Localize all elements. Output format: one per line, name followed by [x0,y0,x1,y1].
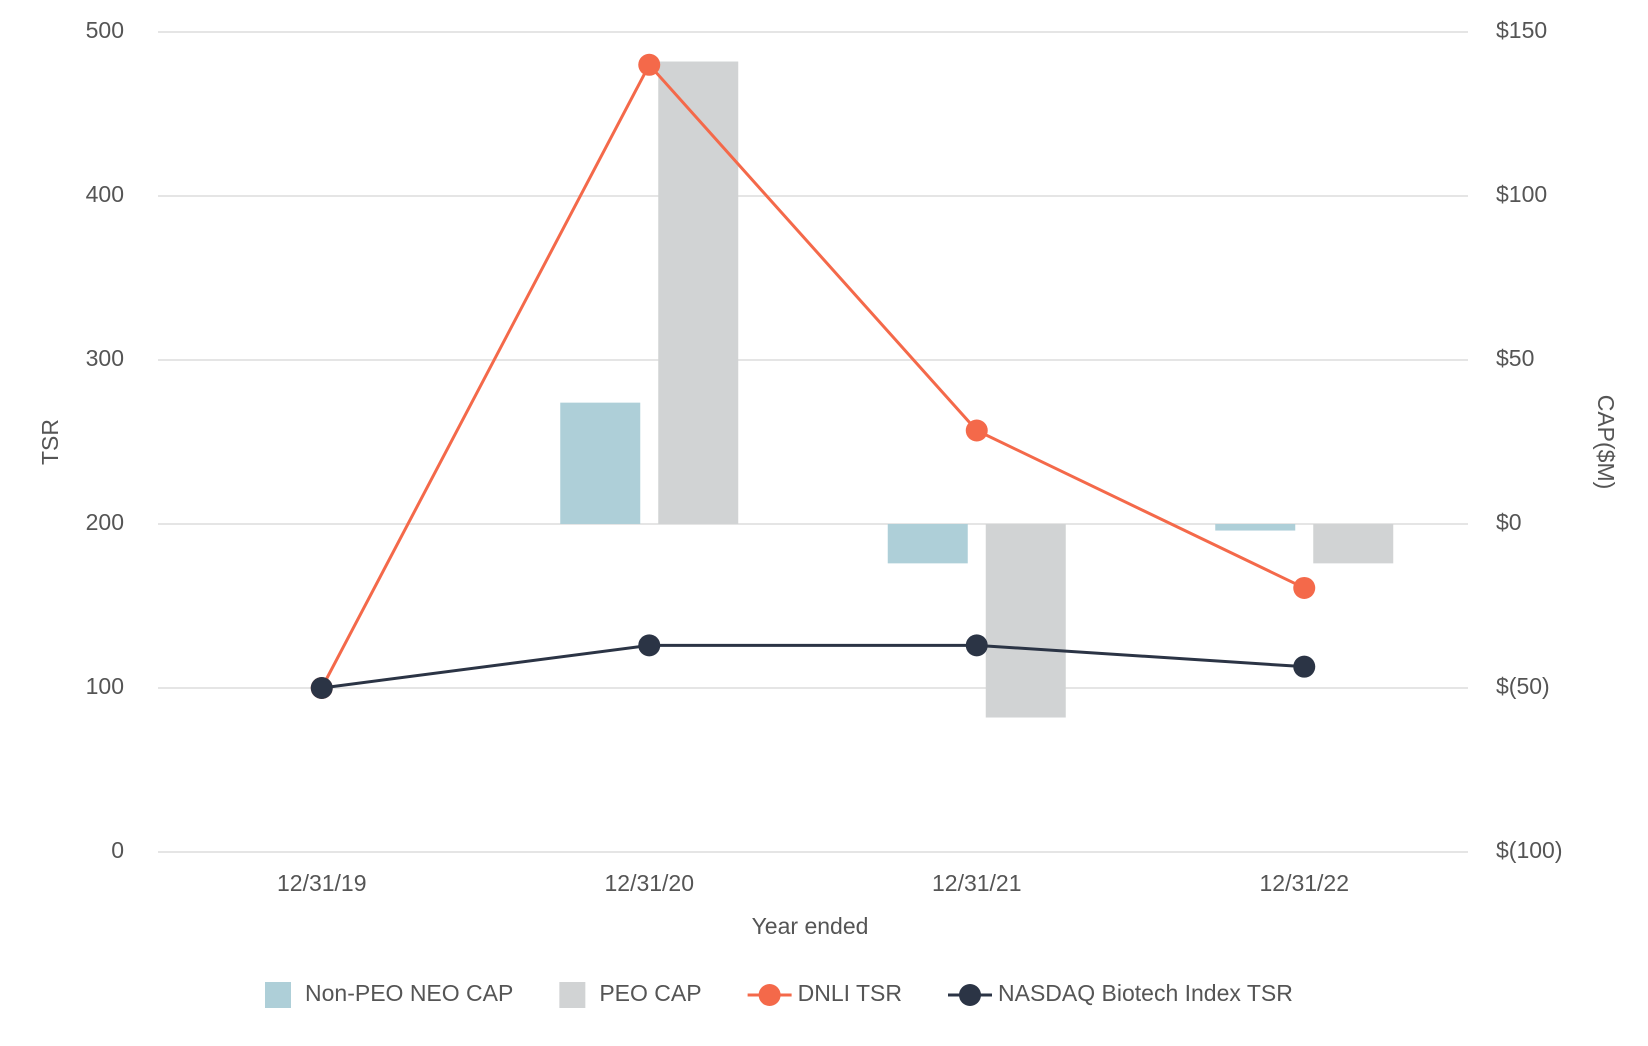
x-tick-label: 12/31/20 [604,870,694,896]
point [1293,576,1316,599]
bar [1313,524,1394,564]
legend-label: PEO CAP [599,980,701,1006]
point [965,634,988,657]
x-axis-label: Year ended [752,913,869,939]
legend-label: NASDAQ Biotech Index TSR [998,980,1293,1006]
point [638,53,661,76]
bar [1215,524,1296,531]
bar [560,402,641,524]
point [310,677,333,699]
legend-label: Non-PEO NEO CAP [305,980,513,1006]
y-axis-label: TSR [37,419,63,465]
y2-tick-label: $100 [1496,181,1547,207]
y-tick-label: 500 [86,17,124,43]
y2-tick-label: $150 [1496,17,1547,43]
y-tick-label: 400 [86,181,124,207]
y-tick-label: 200 [86,509,124,535]
y2-tick-label: $0 [1496,509,1522,535]
line [321,643,1305,690]
point [965,419,988,442]
point [638,634,661,657]
x-tick-label: 12/31/21 [932,870,1022,896]
bar [985,524,1066,718]
y-tick-label: 0 [111,837,124,863]
y-tick-label: 100 [86,673,124,699]
y2-tick-label: $(50) [1496,673,1550,699]
x-tick-label: 12/31/22 [1259,870,1349,896]
bar [658,61,739,525]
y2-axis-label: CAP($M) [1593,395,1619,490]
legend-swatch [959,984,981,1006]
x-tick-label: 12/31/19 [277,870,367,896]
bar [887,524,968,564]
legend-label: DNLI TSR [798,980,902,1006]
y2-tick-label: $50 [1496,345,1534,371]
line [320,62,1305,689]
legend-swatch [265,982,291,1008]
legend-swatch [559,982,586,1008]
y2-tick-label: $(100) [1496,837,1562,863]
point [1293,655,1316,678]
legend-swatch [758,984,781,1006]
y-tick-label: 300 [86,345,124,371]
